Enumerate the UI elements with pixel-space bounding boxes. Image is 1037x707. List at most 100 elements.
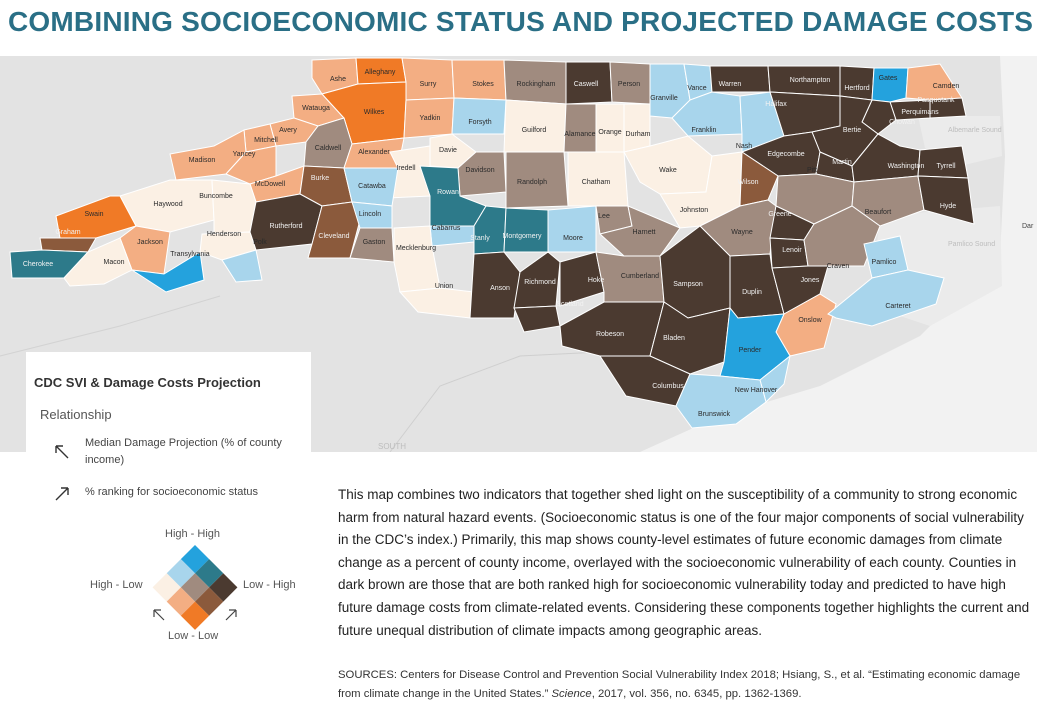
arrow-up-left-icon [55, 445, 69, 459]
county-label: Rockingham [517, 81, 556, 88]
county-graham[interactable] [39, 237, 97, 253]
county-label: Robeson [596, 331, 624, 338]
county-label: Jones [801, 277, 820, 284]
arrow-up-right-icon [55, 487, 69, 501]
county-label: Avery [279, 127, 297, 134]
county-label: Carteret [885, 303, 910, 310]
county-surry[interactable] [401, 57, 455, 101]
county-craven[interactable] [803, 205, 881, 267]
county-label: Stokes [472, 81, 494, 88]
county-label: McDowell [255, 181, 286, 188]
county-montgomery[interactable] [503, 207, 549, 253]
county-label: Sampson [673, 281, 703, 288]
county-label: Cherokee [23, 261, 53, 268]
county-label: Gates [879, 75, 898, 82]
county-label: Yancey [233, 151, 256, 158]
county-label: Union [435, 283, 453, 290]
county-label: Pamlico [872, 259, 897, 266]
page-title: COMBINING SOCIOECONOMIC STATUS AND PROJE… [8, 6, 1034, 37]
county-label: Onslow [798, 317, 822, 324]
legend-axis-arrows [153, 609, 237, 621]
county-label: Macon [103, 259, 124, 266]
county-label: Camden [933, 83, 960, 90]
county-label: Cumberland [621, 273, 659, 280]
county-label: Edgecombe [767, 151, 804, 158]
state-border-line [0, 295, 221, 357]
county-guilford[interactable] [503, 99, 567, 153]
counties-layer [9, 57, 975, 429]
county-label: Martin [832, 159, 852, 166]
county-buncombe[interactable] [211, 179, 257, 235]
county-label: Warren [719, 81, 742, 88]
county-label: Wake [659, 167, 677, 174]
county-gates[interactable] [871, 67, 909, 103]
county-label: Gaston [363, 239, 386, 246]
county-stokes[interactable] [451, 59, 507, 101]
county-label: Mecklenburg [396, 245, 436, 252]
county-richmond[interactable] [513, 251, 561, 309]
county-label: Granville [650, 95, 678, 102]
county-label: Wayne [731, 229, 753, 236]
arrow-up-left-icon [153, 609, 165, 621]
county-moore[interactable] [547, 205, 597, 253]
county-label: Beaufort [865, 209, 892, 216]
county-label: Pitt [807, 167, 817, 174]
county-hyde[interactable] [917, 175, 975, 225]
county-label: Lee [598, 213, 610, 220]
county-label: Perquimans [901, 109, 939, 116]
county-orange[interactable] [595, 103, 625, 153]
county-label: Montgomery [503, 233, 542, 240]
county-label: Jackson [137, 239, 163, 246]
county-label: Halifax [765, 101, 787, 108]
county-label: Davie [439, 147, 457, 154]
county-label: Anson [490, 285, 510, 292]
legend-item-damage: Median Damage Projection (% of county in… [85, 437, 282, 466]
county-forsyth[interactable] [451, 97, 507, 135]
county-label: Columbus [652, 383, 684, 390]
legend-title: CDC SVI & Damage Costs Projection [34, 375, 261, 390]
county-label: Hyde [940, 203, 956, 210]
county-label: Watauga [302, 105, 330, 112]
county-label: Polk [253, 239, 267, 246]
county-brunswick[interactable] [675, 373, 767, 429]
county-carteret[interactable] [827, 269, 945, 327]
county-yancey[interactable] [225, 145, 277, 185]
county-polk[interactable] [221, 249, 263, 283]
sources-text-end: , 2017, vol. 356, no. 6345, pp. 1362-136… [591, 688, 802, 700]
county-label: Bertie [843, 127, 861, 134]
county-warren[interactable] [709, 65, 771, 93]
county-beaufort[interactable] [851, 175, 925, 227]
county-tyrrell[interactable] [917, 145, 969, 179]
county-label: Iredell [396, 165, 416, 172]
county-gaston[interactable] [349, 227, 395, 263]
county-label: Yadkin [420, 115, 441, 122]
county-transylvania[interactable] [131, 251, 205, 293]
legend-subtitle: Relationship [40, 407, 112, 422]
county-label: Rutherford [269, 223, 302, 230]
county-label: Moore [563, 235, 583, 242]
county-durham[interactable] [623, 103, 651, 153]
county-label: Franklin [692, 127, 717, 134]
county-label: Cabarrus [432, 225, 461, 232]
county-hertford[interactable] [839, 65, 875, 101]
county-label: Haywood [153, 201, 182, 208]
legend-cell-low-mid [166, 587, 195, 616]
county-label: Pasquotank [918, 97, 955, 104]
county-label: New Hanover [735, 387, 778, 394]
county-label: Harnett [633, 229, 656, 236]
county-alamance[interactable] [563, 103, 597, 153]
county-jones[interactable] [771, 265, 829, 315]
choropleth-map[interactable]: Albemarle Sound Pamlico Sound SOUTH Dar … [0, 56, 1037, 452]
county-label: Henderson [207, 231, 241, 238]
legend-panel [26, 352, 311, 452]
legend-label-high-high: High - High [165, 528, 221, 540]
sources-citation: SOURCES: Centers for Disease Control and… [338, 666, 1033, 704]
county-label: Wilkes [364, 109, 385, 116]
county-label: Washington [888, 163, 925, 170]
edge-place-label: Dar [1022, 223, 1034, 230]
county-label: Rowan [437, 189, 459, 196]
arrow-up-right-icon [225, 609, 237, 621]
county-label: Richmond [524, 279, 556, 286]
county-iredell[interactable] [387, 145, 431, 199]
county-label: Cleveland [318, 233, 349, 240]
